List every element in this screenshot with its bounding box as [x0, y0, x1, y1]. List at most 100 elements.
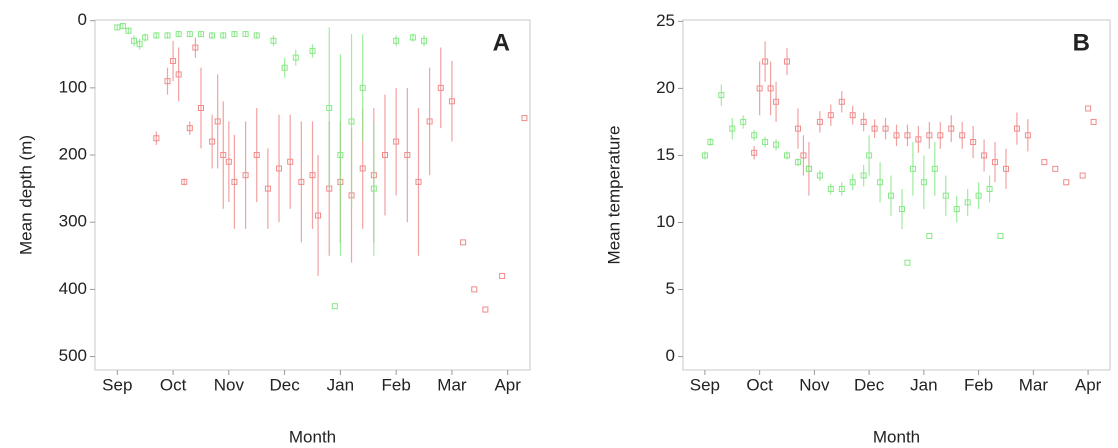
point	[909, 165, 916, 172]
x-tick-label: Dec	[854, 375, 885, 394]
point	[521, 115, 528, 122]
point	[756, 85, 763, 92]
point	[220, 152, 227, 159]
x-tick-label: Feb	[382, 375, 411, 394]
point	[114, 24, 121, 31]
point	[164, 78, 171, 85]
point	[460, 239, 467, 246]
y-tick-label: 500	[59, 346, 87, 365]
y-tick-label: 20	[656, 78, 675, 97]
point	[707, 139, 714, 146]
point	[718, 92, 725, 99]
x-tick-label: Oct	[746, 375, 773, 394]
y-tick-label: 15	[656, 145, 675, 164]
point	[370, 185, 377, 192]
point	[437, 84, 444, 91]
point	[287, 158, 294, 165]
point	[920, 179, 927, 186]
point	[315, 212, 322, 219]
point	[153, 32, 160, 39]
point	[186, 31, 193, 38]
point	[192, 44, 199, 51]
x-tick-label: Nov	[214, 375, 245, 394]
point	[393, 37, 400, 44]
point	[119, 23, 126, 30]
y-tick-label: 300	[59, 212, 87, 231]
y-tick-label: 200	[59, 145, 87, 164]
point	[904, 132, 911, 139]
point	[175, 71, 182, 78]
panel-label: A	[493, 29, 510, 56]
point	[860, 118, 867, 125]
point	[298, 178, 305, 185]
point	[214, 118, 221, 125]
point	[499, 272, 506, 279]
point	[231, 31, 238, 38]
y-tick-label: 100	[59, 77, 87, 96]
point	[482, 306, 489, 313]
x-tick-label: Dec	[269, 375, 300, 394]
point	[1002, 165, 1009, 172]
point	[762, 58, 769, 65]
point	[882, 125, 889, 132]
point	[242, 31, 249, 38]
point	[701, 152, 708, 159]
point	[975, 192, 982, 199]
point	[359, 165, 366, 172]
point	[866, 152, 873, 159]
point	[838, 98, 845, 105]
point	[264, 185, 271, 192]
panel-label: B	[1073, 29, 1090, 56]
point	[292, 54, 299, 61]
point	[175, 31, 182, 38]
y-tick-label: 0	[666, 346, 675, 365]
plot-frame	[94, 19, 531, 371]
point	[784, 152, 791, 159]
point	[209, 138, 216, 145]
point	[331, 303, 338, 310]
point	[838, 185, 845, 192]
point	[773, 98, 780, 105]
point	[871, 125, 878, 132]
point	[142, 34, 149, 41]
point	[153, 135, 160, 142]
y-tick-label: 5	[666, 279, 675, 298]
x-tick-label: Sep	[690, 375, 720, 394]
x-tick-label: Nov	[799, 375, 830, 394]
point	[827, 185, 834, 192]
point	[964, 199, 971, 206]
point	[953, 206, 960, 213]
point	[751, 132, 758, 139]
point	[729, 125, 736, 132]
x-tick-label: Feb	[964, 375, 993, 394]
point	[898, 206, 905, 213]
x-axis-label: Month	[873, 427, 920, 446]
x-tick-label: Apr	[1075, 375, 1102, 394]
point	[931, 165, 938, 172]
point	[740, 118, 747, 125]
y-axis-label: Mean temperature	[604, 126, 623, 265]
point	[948, 125, 955, 132]
point	[860, 172, 867, 179]
point	[209, 32, 216, 39]
point	[849, 112, 856, 119]
point	[877, 179, 884, 186]
point	[762, 139, 769, 146]
point	[1041, 159, 1048, 166]
point	[1013, 125, 1020, 132]
point	[281, 64, 288, 71]
y-tick-label: 10	[656, 212, 675, 231]
point	[805, 165, 812, 172]
point	[816, 172, 823, 179]
point	[888, 192, 895, 199]
point	[794, 125, 801, 132]
point	[421, 37, 428, 44]
point	[326, 105, 333, 112]
point	[131, 37, 138, 44]
y-axis-label: Mean depth (m)	[16, 135, 35, 255]
point	[125, 27, 132, 34]
point	[784, 58, 791, 65]
point	[986, 185, 993, 192]
point	[276, 165, 283, 172]
